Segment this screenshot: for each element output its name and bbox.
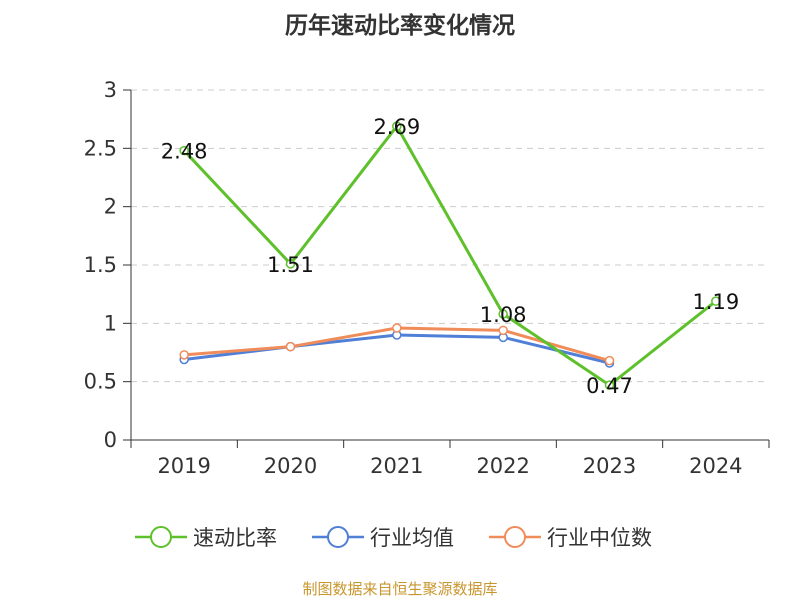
data-label: 0.47	[586, 374, 633, 398]
data-point	[392, 323, 402, 333]
data-point	[498, 309, 508, 319]
data-point	[604, 355, 615, 366]
legend-label: 速动比率	[193, 526, 277, 550]
legend: 速动比率 行业均值 行业中位数	[135, 526, 652, 550]
data-point	[179, 350, 189, 360]
source-note: 制图数据来自恒生聚源数据库	[302, 580, 498, 598]
data-point	[285, 259, 296, 269]
x-tick-label: 2021	[370, 454, 423, 478]
data-label: 1.51	[267, 253, 314, 277]
y-tick-label: 0	[104, 428, 117, 452]
data-labels: 2.48 1.51 2.69 1.08 0.47 1.19	[161, 115, 739, 398]
axes: 0 0.5 1 1.5 2 2.5 3 2019 2020 2021 2022 2023 2024	[84, 78, 770, 478]
data-point	[498, 325, 508, 336]
legend-item[interactable]: 行业均值	[312, 526, 454, 550]
y-tick-label: 0.5	[84, 370, 117, 394]
data-label: 2.69	[373, 115, 420, 139]
data-point	[392, 121, 402, 131]
x-tick-label: 2022	[476, 454, 529, 478]
y-tick-label: 1.5	[84, 253, 117, 277]
y-tick-label: 3	[104, 78, 117, 102]
y-tick-label: 2.5	[84, 136, 117, 160]
data-label: 1.08	[480, 303, 527, 327]
legend-marker	[504, 526, 526, 548]
data-point	[179, 145, 189, 156]
x-tick-label: 2019	[157, 454, 210, 478]
grid-lines	[131, 89, 769, 383]
x-tick-label: 2020	[264, 454, 317, 478]
y-tick-label: 2	[104, 195, 117, 219]
data-point	[285, 341, 296, 352]
legend-marker	[150, 526, 172, 548]
chart-title: 历年速动比率变化情况	[285, 13, 515, 39]
data-point	[711, 296, 721, 306]
data-label: 1.19	[692, 290, 739, 314]
data-point	[604, 380, 615, 390]
legend-item[interactable]: 速动比率	[135, 526, 277, 550]
legend-item[interactable]: 行业中位数	[489, 526, 652, 550]
data-label: 2.48	[161, 140, 208, 164]
series-lines	[179, 121, 721, 390]
legend-marker	[327, 526, 349, 548]
x-tick-label: 2024	[689, 454, 742, 478]
legend-label: 行业中位数	[547, 526, 652, 550]
x-tick-label: 2023	[583, 454, 636, 478]
legend-label: 行业均值	[370, 526, 454, 550]
y-tick-label: 1	[104, 311, 117, 335]
series-line-0	[183, 124, 717, 387]
